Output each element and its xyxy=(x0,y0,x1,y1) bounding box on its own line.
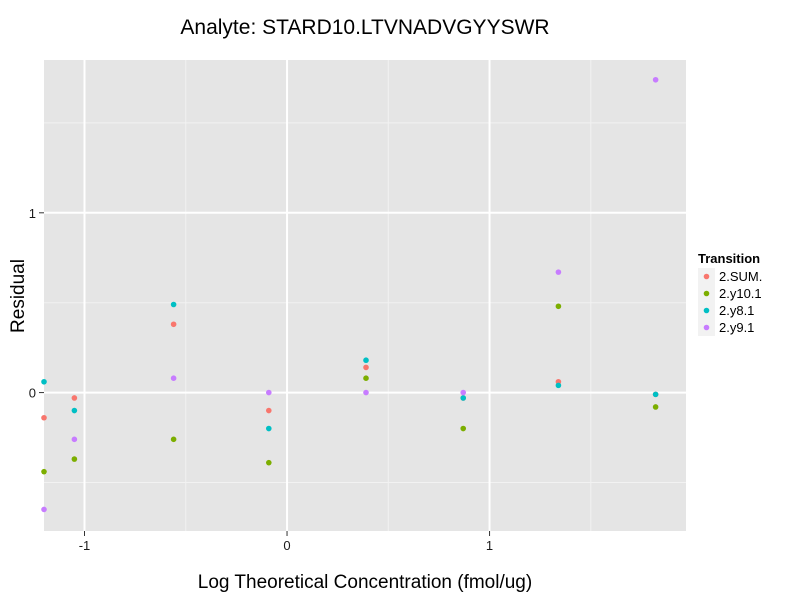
data-point-series-3 xyxy=(71,436,78,443)
data-point-series-2 xyxy=(363,357,369,364)
data-point-series-1 xyxy=(266,459,272,466)
x-axis-title: Log Theoretical Concentration (fmol/ug) xyxy=(198,572,532,593)
data-point-series-2 xyxy=(652,391,659,398)
data-point-series-3 xyxy=(652,76,659,83)
data-point-series-3 xyxy=(41,506,47,513)
data-points xyxy=(41,76,659,513)
y-axis-title: Residual xyxy=(8,259,29,333)
data-point-series-0 xyxy=(71,395,78,401)
legend-label-0: 2.SUM. xyxy=(719,269,762,284)
data-point-series-1 xyxy=(652,404,659,410)
legend-label-3: 2.y9.1 xyxy=(719,320,754,335)
grid-minor xyxy=(44,60,686,531)
data-point-series-3 xyxy=(363,389,369,396)
data-point-series-2 xyxy=(460,395,467,401)
legend-label-1: 2.y10.1 xyxy=(719,286,762,301)
y-axis-ticks: 01 xyxy=(29,206,44,401)
data-point-series-2 xyxy=(555,382,562,389)
data-point-series-1 xyxy=(41,468,47,475)
data-point-series-1 xyxy=(170,436,177,443)
y-tick-label: 0 xyxy=(29,386,36,401)
legend-title: Transition xyxy=(698,251,760,266)
legend-key-3 xyxy=(703,324,710,331)
y-tick-label: 1 xyxy=(29,206,36,221)
data-point-series-3 xyxy=(170,375,177,381)
data-point-series-2 xyxy=(266,425,272,432)
legend: Transition 2.SUM. 2.y10.1 2.y8.1 2.y9.1 xyxy=(698,251,762,336)
x-tick-label: 0 xyxy=(283,538,290,553)
legend-key-0 xyxy=(703,273,710,280)
legend-label-2: 2.y8.1 xyxy=(719,303,754,318)
data-point-series-3 xyxy=(266,389,272,396)
legend-key-1 xyxy=(703,290,710,297)
plot-panel xyxy=(44,60,686,531)
data-point-series-2 xyxy=(71,407,78,414)
data-point-series-3 xyxy=(555,269,562,275)
data-point-series-0 xyxy=(266,407,272,414)
data-point-series-0 xyxy=(363,364,369,371)
data-point-series-1 xyxy=(71,456,78,462)
data-point-series-1 xyxy=(363,375,369,381)
data-point-series-0 xyxy=(41,414,47,421)
legend-items: 2.SUM. 2.y10.1 2.y8.1 2.y9.1 xyxy=(698,268,762,336)
legend-key-2 xyxy=(703,307,710,314)
data-point-series-1 xyxy=(460,425,467,432)
data-point-series-1 xyxy=(555,303,562,310)
data-point-series-2 xyxy=(41,378,47,385)
x-axis-ticks: -1 0 1 xyxy=(79,531,493,553)
x-tick-label: 1 xyxy=(486,538,493,553)
data-point-series-0 xyxy=(170,321,177,328)
data-point-series-3 xyxy=(460,389,467,396)
x-tick-label: -1 xyxy=(79,538,91,553)
chart-title: Analyte: STARD10.LTVNADVGYYSWR xyxy=(180,16,549,39)
data-point-series-2 xyxy=(170,301,177,308)
